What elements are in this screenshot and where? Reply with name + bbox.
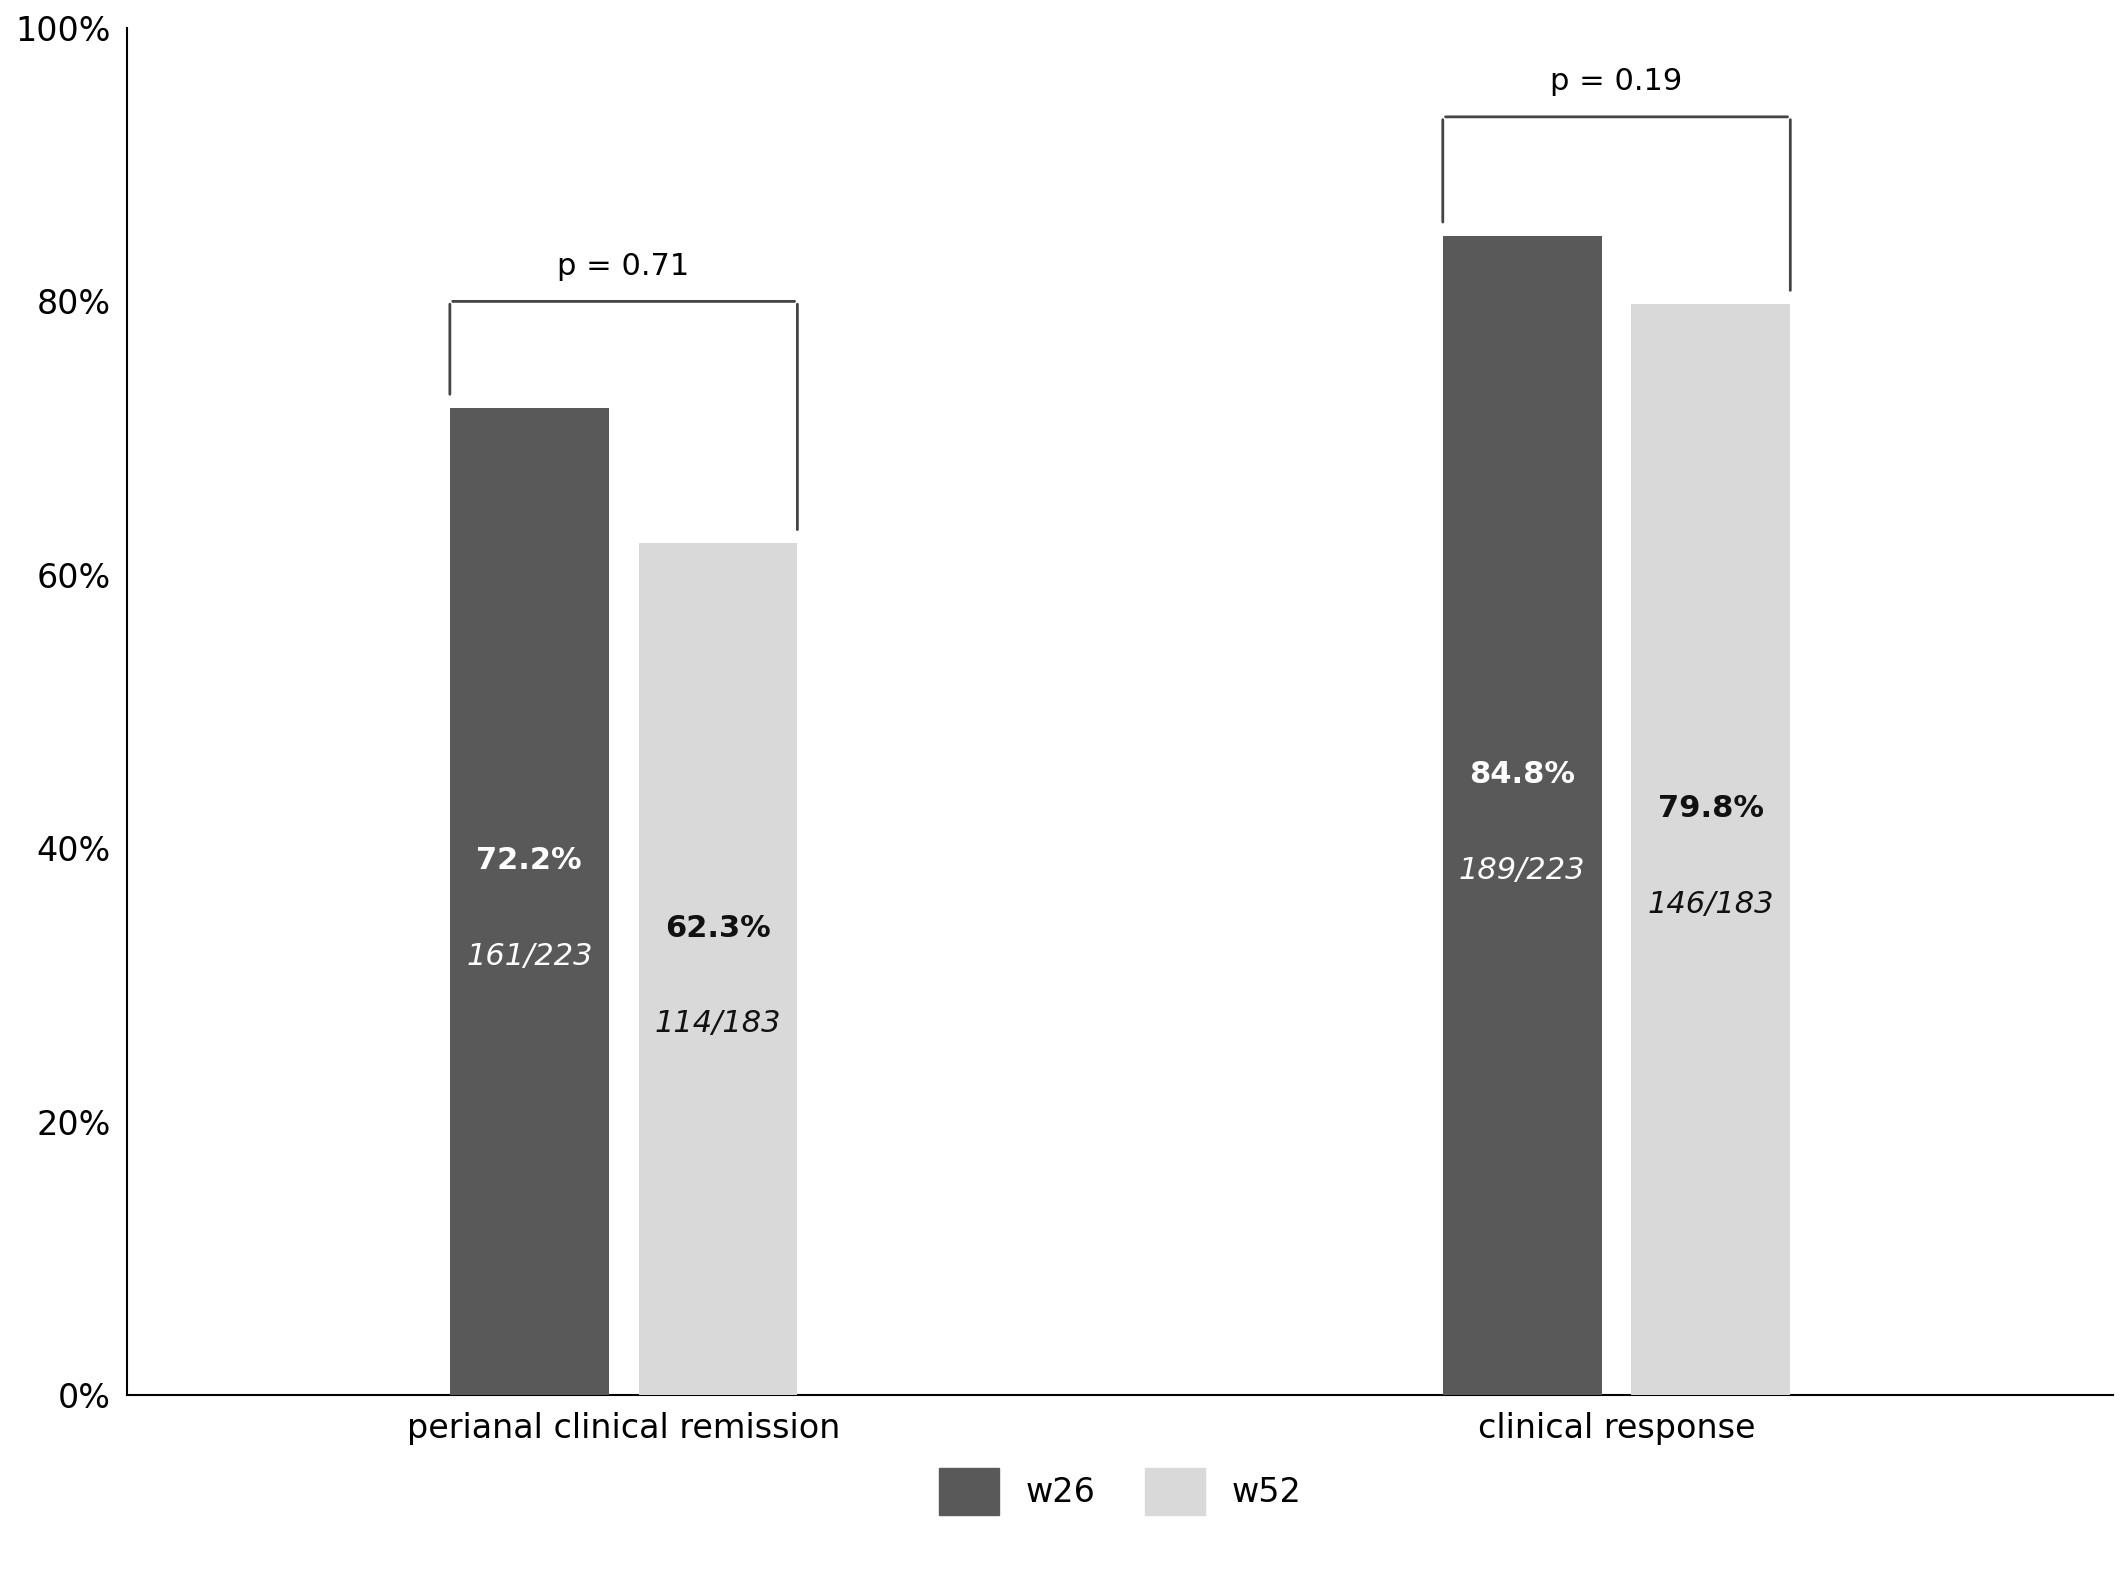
Text: 62.3%: 62.3% <box>666 913 770 943</box>
Text: 114/183: 114/183 <box>655 1009 781 1039</box>
Bar <box>638 543 798 1395</box>
Text: p = 0.19: p = 0.19 <box>1551 67 1683 96</box>
Text: p = 0.71: p = 0.71 <box>558 252 689 281</box>
Text: 189/223: 189/223 <box>1460 855 1585 884</box>
Text: 84.8%: 84.8% <box>1468 760 1575 788</box>
Bar <box>1632 305 1790 1395</box>
Legend: w26, w52: w26, w52 <box>938 1468 1302 1515</box>
Bar <box>1443 236 1602 1395</box>
Text: 161/223: 161/223 <box>466 942 592 970</box>
Text: 79.8%: 79.8% <box>1658 795 1764 824</box>
Text: 72.2%: 72.2% <box>477 846 583 875</box>
Text: 146/183: 146/183 <box>1647 889 1775 919</box>
Bar <box>449 409 609 1395</box>
